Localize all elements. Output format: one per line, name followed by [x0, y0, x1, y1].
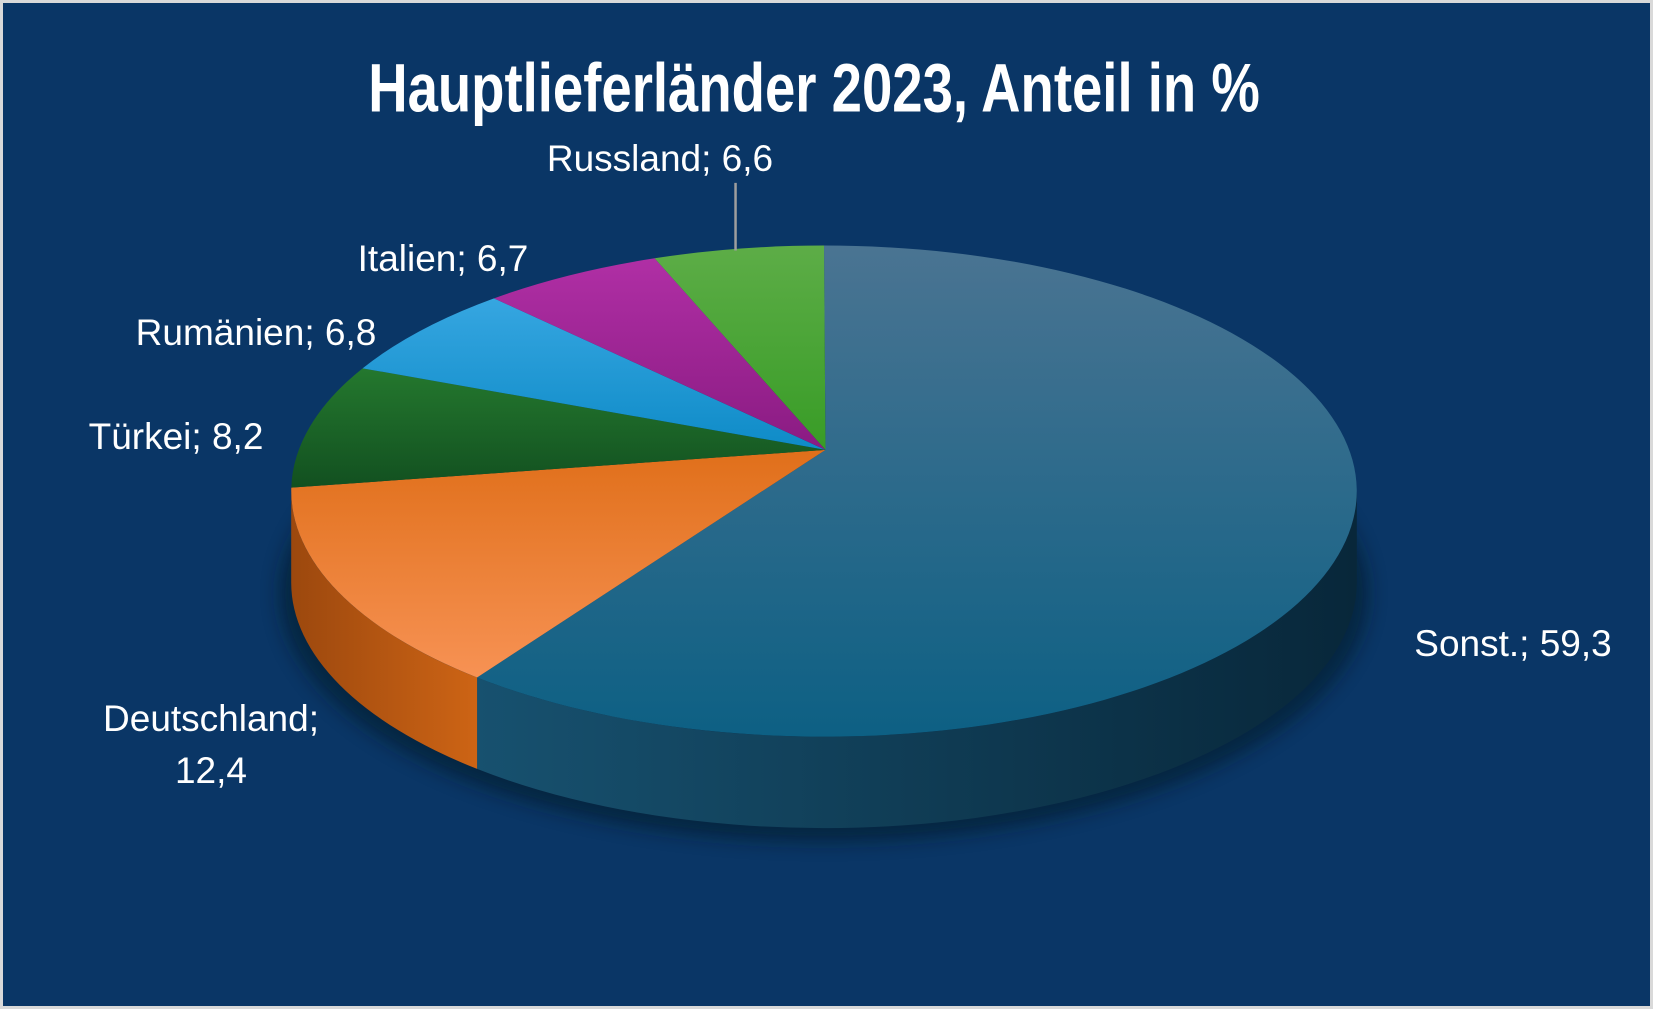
- pie-layers: [279, 245, 1369, 842]
- pie-chart-3d: [279, 182, 1369, 842]
- pie-slice-sonst: [477, 245, 1357, 737]
- chart-title: Hauptlieferländer 2023, Anteil in %: [368, 49, 1260, 127]
- pie-slice-italien: [493, 258, 826, 450]
- pie-slice-türkei: [291, 368, 826, 488]
- pie-slice-rumänien: [362, 298, 826, 450]
- pie-side-sonst: [477, 491, 1357, 829]
- slice-label-rumaenien: Rumänien; 6,8: [135, 312, 377, 353]
- slice-label-russland: Russland; 6,6: [546, 138, 774, 179]
- slice-label-tuerkei: Türkei; 8,2: [88, 416, 264, 457]
- pie-slice-deutschland: [291, 449, 826, 678]
- slice-label-italien: Italien; 6,7: [357, 238, 529, 279]
- slice-label-deutschland: Deutschland; 12,4: [103, 698, 319, 791]
- slice-label-sonst: Sonst.; 59,3: [1414, 623, 1612, 664]
- pie-slice-russland: [654, 245, 826, 450]
- pie-side-deutschland: [291, 491, 478, 769]
